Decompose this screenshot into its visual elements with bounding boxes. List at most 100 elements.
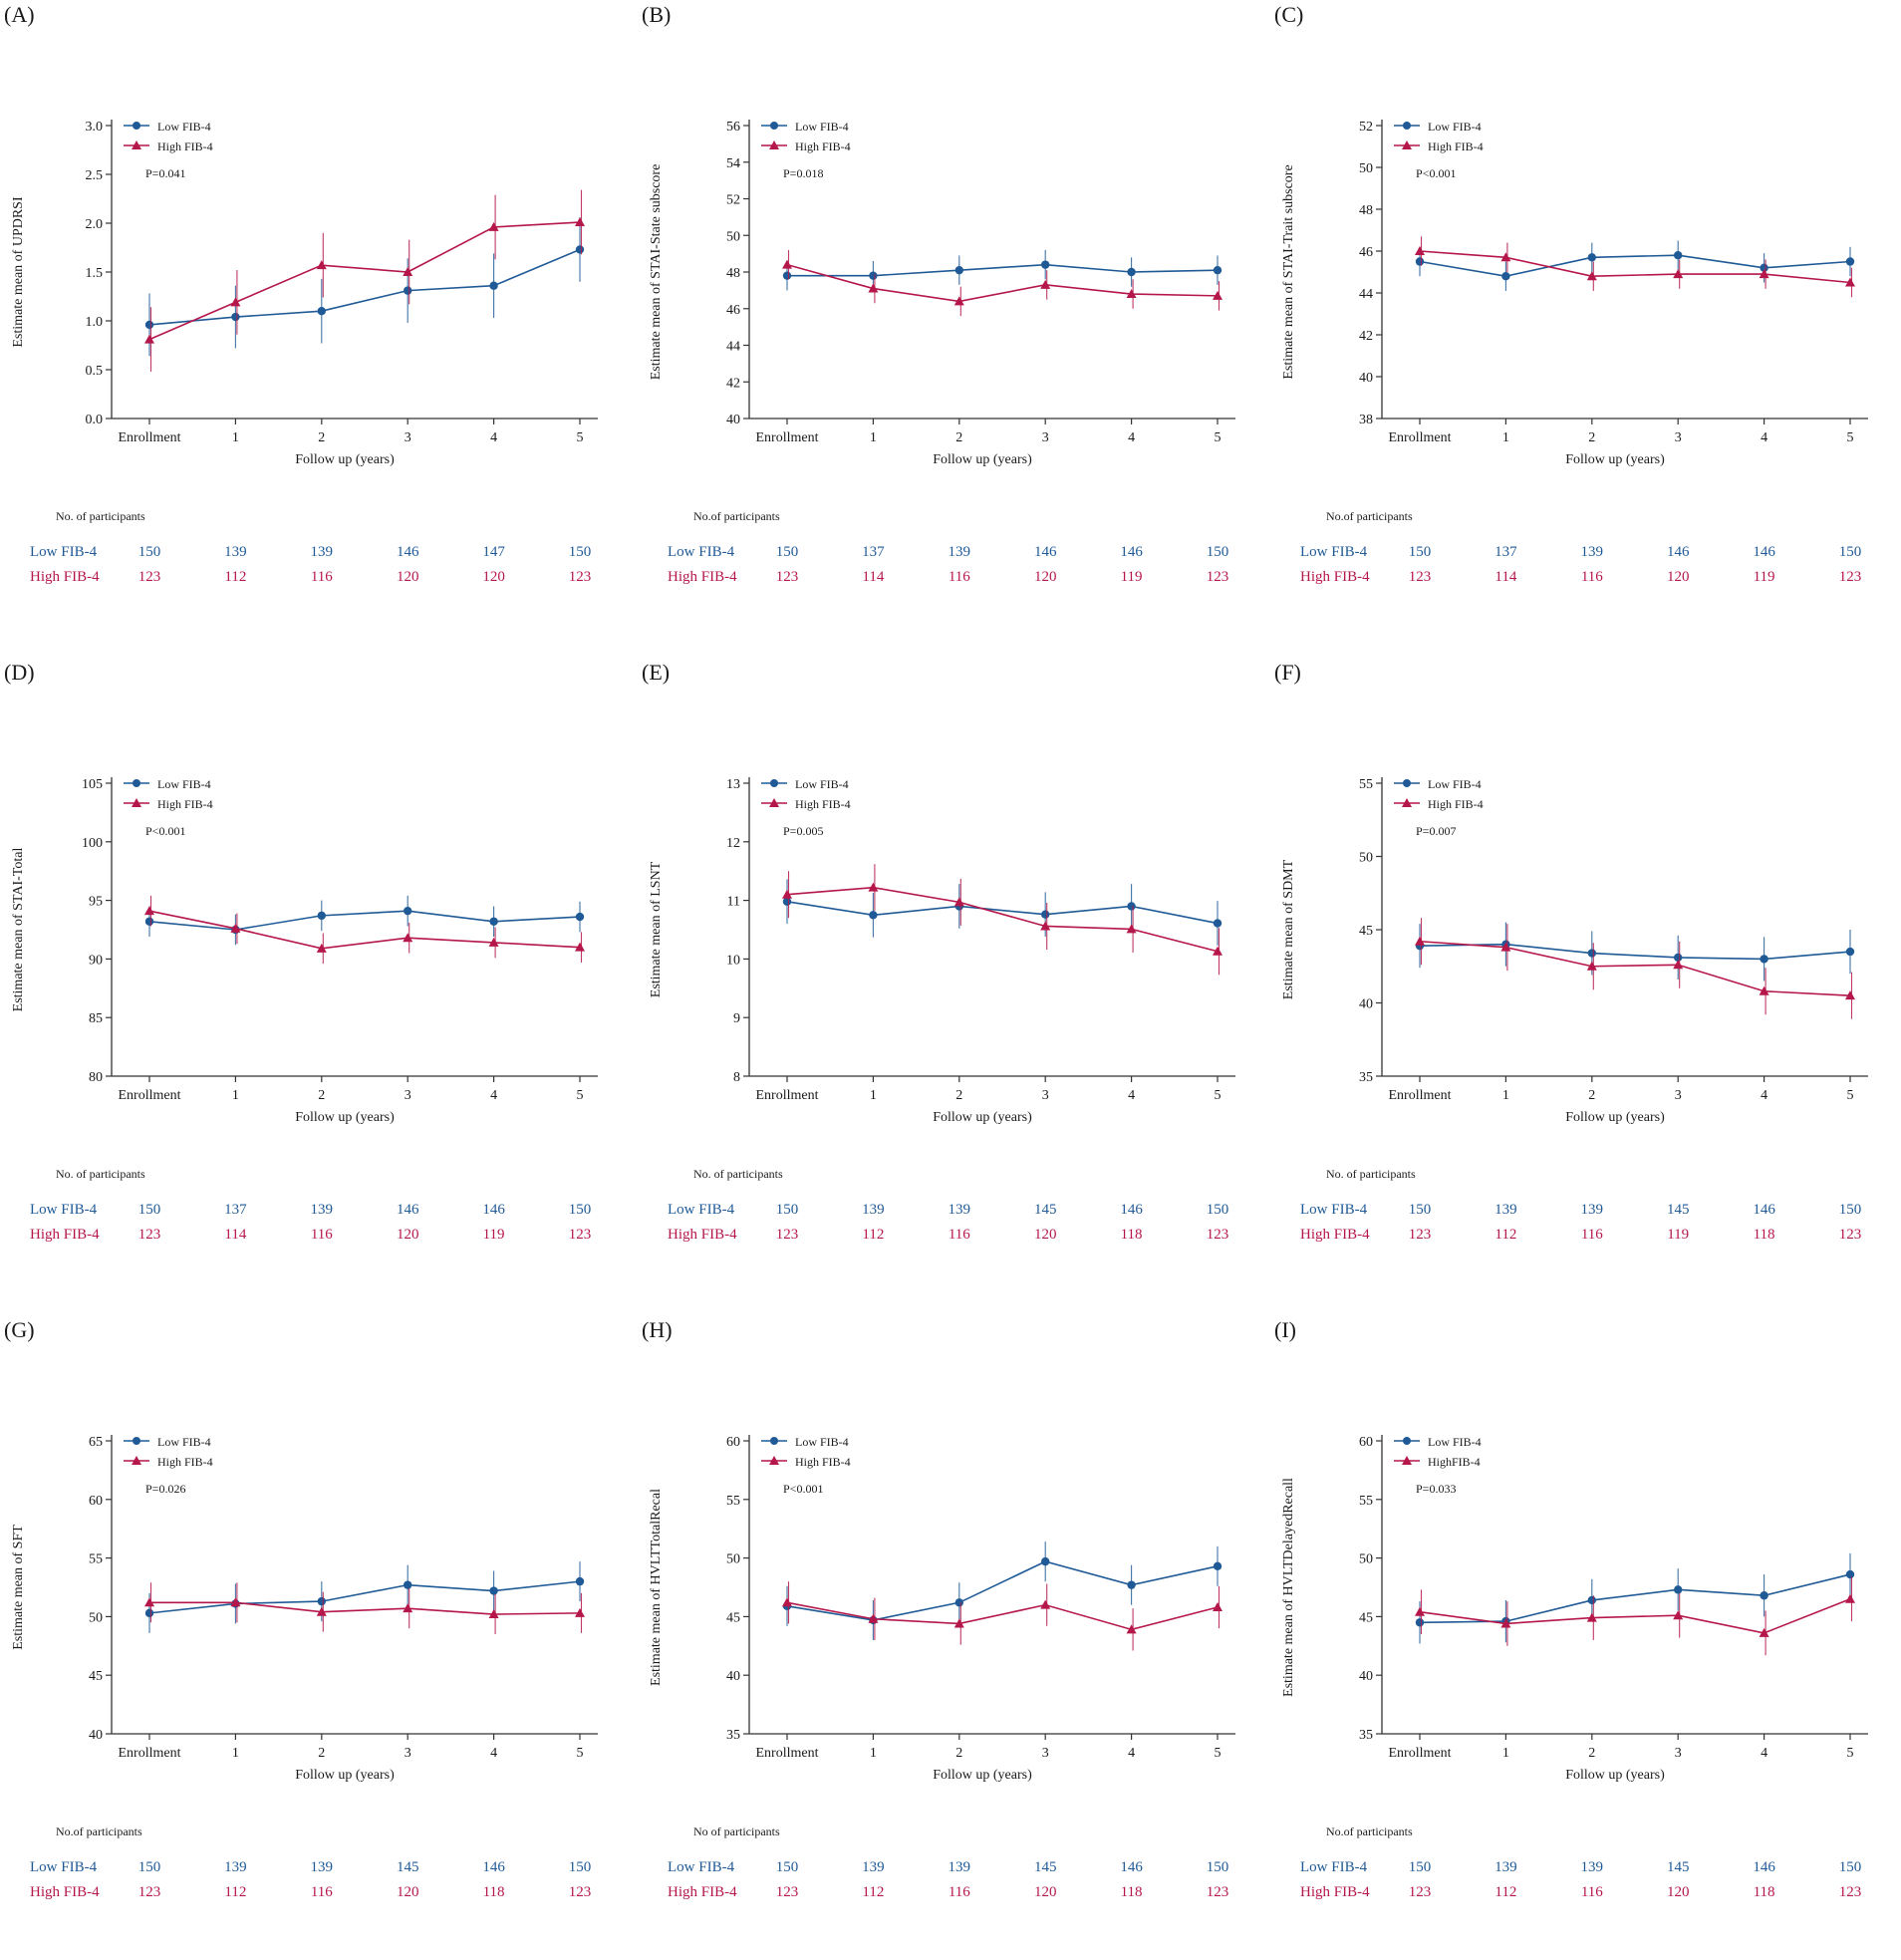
x-tick-label: Enrollment <box>119 430 181 445</box>
p-value: P<0.001 <box>145 824 185 838</box>
series-line-high <box>149 1601 581 1615</box>
y-tick-label: 40 <box>1359 1669 1373 1684</box>
participants-count: 123 <box>1409 569 1432 585</box>
y-axis-title: Estimate mean of LSNT <box>649 861 664 997</box>
data-point-low <box>489 917 498 926</box>
x-axis-title: Follow up (years) <box>933 452 1032 467</box>
p-value: P=0.033 <box>1416 1482 1456 1496</box>
series-line-high <box>786 886 1219 953</box>
x-axis-title: Follow up (years) <box>933 1768 1032 1783</box>
y-tick-label: 45 <box>1359 924 1373 939</box>
participants-row-label: Low FIB-4 <box>1300 544 1368 560</box>
participants-count: 116 <box>1581 1227 1603 1243</box>
x-axis-title: Follow up (years) <box>1565 1768 1665 1783</box>
participants-row-label: High FIB-4 <box>1300 1884 1370 1900</box>
x-tick-label: Enrollment <box>1389 1088 1452 1103</box>
y-tick-label: 90 <box>89 953 103 968</box>
panel-c: (C) 38 40 42 44 46 48 50 52 Enrollment 1 2 3 4 5 Follow… <box>1270 0 1888 638</box>
x-tick-label: 3 <box>1042 1088 1049 1103</box>
y-tick-label: 44 <box>1359 287 1373 302</box>
participants-count: 150 <box>1207 1859 1229 1875</box>
participants-row-label: High FIB-4 <box>668 569 737 585</box>
legend-label: Low FIB-4 <box>1428 1435 1482 1449</box>
data-point-high <box>868 283 879 293</box>
data-point-high <box>144 906 154 916</box>
legend-label: Low FIB-4 <box>157 777 211 791</box>
participants-count: 139 <box>1494 1202 1517 1218</box>
y-tick-label: 0.5 <box>86 364 104 379</box>
x-tick-label: Enrollment <box>756 1088 819 1103</box>
participants-count: 119 <box>483 1227 505 1243</box>
x-axis-title: Follow up (years) <box>933 1110 1032 1125</box>
participants-row-label: High FIB-4 <box>1300 569 1370 585</box>
data-point-high <box>1415 936 1425 946</box>
y-axis-title: Estimate mean of STAI-Total <box>11 848 26 1012</box>
participants-count: 120 <box>397 1227 419 1243</box>
y-tick-label: 55 <box>89 1552 103 1567</box>
y-tick-label: 3.0 <box>86 120 104 135</box>
participants-count: 150 <box>776 1202 799 1218</box>
x-tick-label: 5 <box>1847 430 1854 445</box>
participants-count: 139 <box>949 1859 971 1875</box>
participants-count: 150 <box>138 544 161 560</box>
participants-count: 118 <box>1121 1227 1143 1243</box>
participants-count: 112 <box>224 1884 246 1900</box>
participants-count: 146 <box>1120 544 1143 560</box>
participants-count: 146 <box>482 1202 505 1218</box>
participants-count: 112 <box>1494 1884 1516 1900</box>
x-tick-label: 4 <box>1128 1088 1135 1103</box>
data-point-low <box>317 307 326 316</box>
p-value: P<0.001 <box>1416 166 1456 180</box>
data-point-low <box>1674 953 1683 963</box>
data-point-low <box>1845 947 1855 957</box>
participants-count: 139 <box>862 1859 885 1875</box>
y-axis-title: Estimate mean of SFT <box>11 1525 26 1650</box>
participants-count: 118 <box>1754 1227 1775 1243</box>
y-tick-label: 1.0 <box>86 315 104 330</box>
participants-count: 147 <box>482 544 505 560</box>
y-tick-label: 54 <box>726 156 740 171</box>
y-tick-label: 1.5 <box>86 266 104 281</box>
data-point-high <box>1586 271 1597 281</box>
data-point-high <box>1500 252 1511 262</box>
participants-count: 116 <box>1581 569 1603 585</box>
y-tick-label: 8 <box>733 1070 740 1085</box>
data-point-low <box>404 286 412 295</box>
y-tick-label: 50 <box>1359 851 1373 866</box>
participants-count: 146 <box>1120 1202 1143 1218</box>
participants-row-label: Low FIB-4 <box>668 1859 735 1875</box>
participants-count: 116 <box>949 569 970 585</box>
participants-row-label: Low FIB-4 <box>668 544 735 560</box>
legend-label: High FIB-4 <box>157 1455 213 1469</box>
x-tick-label: 4 <box>1761 1746 1767 1761</box>
x-tick-label: 5 <box>1847 1088 1854 1103</box>
data-point-low <box>1760 955 1768 964</box>
legend-marker-low <box>1403 1437 1411 1445</box>
data-point-low <box>1127 1580 1136 1589</box>
panel-label: (I) <box>1274 1317 1296 1342</box>
x-tick-label: 5 <box>1847 1746 1854 1761</box>
x-tick-label: 4 <box>1128 1746 1135 1761</box>
data-point-low <box>1415 257 1425 266</box>
y-axis-title: Estimate mean of HVLTDelayedRecall <box>1281 1478 1296 1697</box>
participants-count: 123 <box>1839 1227 1862 1243</box>
series-line-high <box>1419 250 1851 284</box>
data-point-high <box>1040 279 1051 289</box>
legend-label: Low FIB-4 <box>795 1435 849 1449</box>
legend-label: HighFIB-4 <box>1428 1455 1481 1469</box>
x-tick-label: 3 <box>1675 1088 1682 1103</box>
participants-count: 120 <box>397 569 419 585</box>
participants-count: 116 <box>311 1227 333 1243</box>
x-tick-label: 1 <box>870 430 877 445</box>
x-tick-label: Enrollment <box>1389 1746 1452 1761</box>
y-tick-label: 40 <box>1359 997 1373 1012</box>
participants-count: 150 <box>1839 544 1862 560</box>
x-axis-title: Follow up (years) <box>295 452 395 467</box>
participants-count: 123 <box>1207 1884 1229 1900</box>
x-tick-label: 2 <box>318 1088 325 1103</box>
y-tick-label: 48 <box>726 266 740 281</box>
x-tick-label: 5 <box>1215 1746 1222 1761</box>
